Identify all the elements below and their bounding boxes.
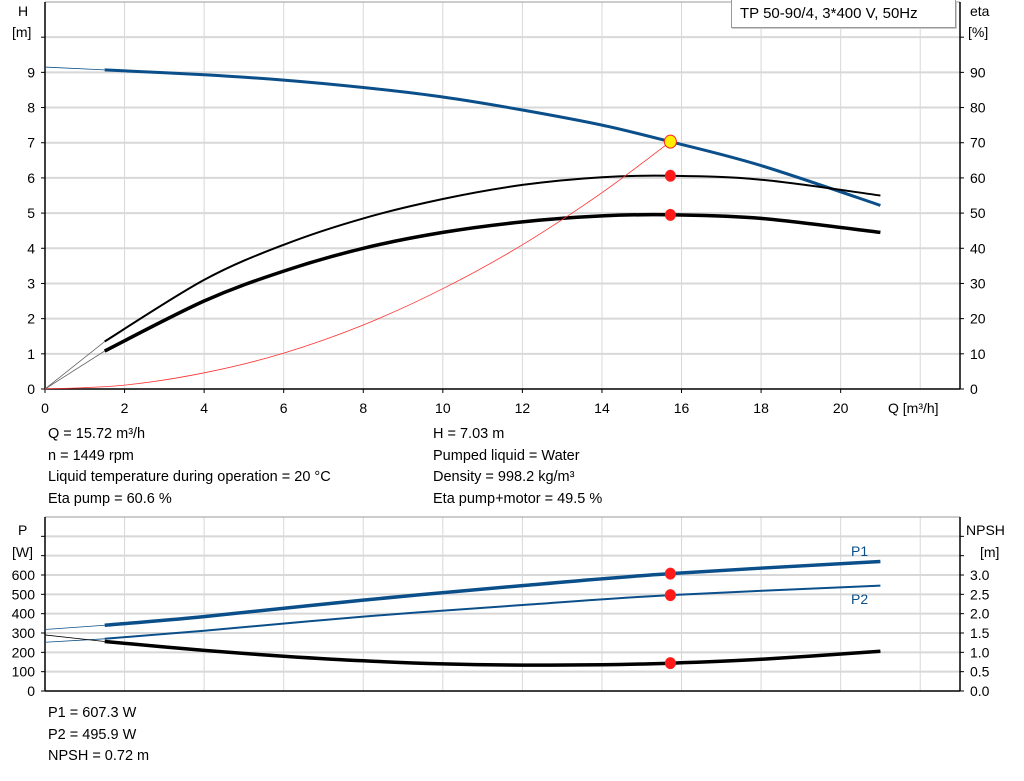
duty-point-p1: [664, 567, 676, 580]
info-density: Density = 998.2 kg/m³: [433, 469, 575, 485]
duty-point-npsh: [664, 657, 676, 670]
x-tick-label: 6: [280, 400, 288, 416]
y-tick-label-left: 2: [27, 311, 35, 327]
x-tick-label: 18: [753, 400, 769, 416]
x-tick-label: 16: [674, 400, 690, 416]
y-axis-label-left: H: [18, 3, 28, 19]
y-tick-label-right: 3.0: [970, 567, 990, 583]
y-tick-label-right: 90: [970, 64, 986, 80]
curve-p2: [104, 584, 881, 640]
pump-title-box: TP 50-90/4, 3*400 V, 50Hz: [731, 0, 956, 28]
y-tick-label-right: 1.5: [970, 625, 990, 641]
y-tick-label-left: 6: [27, 170, 35, 186]
legend-label-p2: P2: [851, 591, 868, 607]
y-tick-label-right: 2.0: [970, 606, 990, 622]
x-tick-label: 14: [594, 400, 610, 416]
x-tick-label: 20: [833, 400, 849, 416]
curve-extension-eta_pump_motor: [44, 350, 105, 390]
y-tick-label-left: 400: [12, 606, 36, 622]
y-tick-label-left: 0: [27, 683, 35, 699]
y-tick-label-left: 9: [27, 64, 35, 80]
info-top-left: Q = 15.72 m³/h n = 1449 rpm Liquid tempe…: [48, 424, 331, 510]
curve-npsh: [104, 639, 881, 667]
y-tick-label-right: 10: [970, 346, 986, 362]
curve-system-curve: [44, 141, 671, 390]
y-axis-label-left: P: [18, 522, 27, 538]
x-tick-label: 10: [435, 400, 451, 416]
x-tick-label: 0: [41, 400, 49, 416]
y-tick-label-right: 40: [970, 240, 986, 256]
y-tick-label-left: 8: [27, 100, 35, 116]
x-axis-label: Q [m³/h]: [888, 400, 939, 416]
info-top-right: H = 7.03 m Pumped liquid = Water Density…: [433, 424, 602, 510]
y-axis-unit-left: [m]: [12, 24, 31, 40]
y-tick-label-left: 500: [12, 586, 36, 602]
curve-H: [104, 68, 881, 207]
y-tick-label-left: 1: [27, 346, 35, 362]
curve-extension: [44, 638, 105, 643]
y-tick-label-right: 30: [970, 275, 986, 291]
curve-eta-pump: [104, 174, 881, 343]
curve-extension: [44, 634, 105, 642]
duty-point-eta-pump-motor: [664, 208, 676, 221]
x-tick-label: 2: [121, 400, 129, 416]
duty-point-p2: [664, 589, 676, 602]
y-tick-label-right: 80: [970, 100, 986, 116]
y-axis-label-right: NPSH: [966, 522, 1005, 538]
y-tick-label-left: 300: [12, 625, 36, 641]
curve-extension: [44, 624, 105, 630]
y-tick-label-left: 3: [27, 275, 35, 291]
y-tick-label-right: 50: [970, 205, 986, 221]
duty-point-eta-pump: [664, 169, 676, 182]
legend-label-p1: P1: [851, 543, 868, 559]
x-tick-label: 8: [359, 400, 367, 416]
info-eta-pump: Eta pump = 60.6 %: [48, 490, 172, 507]
info-p1: P1 = 607.3 W: [48, 705, 137, 721]
y-tick-label-left: 600: [12, 567, 36, 583]
y-tick-label-right: 60: [970, 170, 986, 186]
info-q: Q = 15.72 m³/h: [48, 426, 146, 442]
curve-eta-pump-motor: [103, 212, 881, 353]
curve-extension-eta_pump: [44, 341, 105, 390]
y-tick-label-right: 0: [970, 381, 978, 397]
y-tick-label-left: 4: [27, 240, 35, 256]
curve-p1: [104, 559, 881, 628]
y-tick-label-right: 0.0: [970, 683, 990, 699]
y-tick-label-right: 20: [970, 311, 986, 327]
y-tick-label-left: 7: [27, 135, 35, 151]
y-tick-label-left: 5: [27, 205, 35, 221]
info-h: H = 7.03 m: [433, 426, 505, 442]
y-tick-label-left: 0: [27, 381, 35, 397]
y-tick-label-left: 200: [12, 644, 36, 660]
info-liquid-temp: Liquid temperature during operation = 20…: [48, 469, 331, 485]
y-axis-unit-right: [m]: [980, 544, 999, 560]
info-bottom: P1 = 607.3 W P2 = 495.9 W NPSH = 0.72 m: [48, 703, 149, 768]
y-tick-label-right: 70: [970, 135, 986, 151]
y-axis-unit-right: [%]: [968, 24, 988, 40]
y-axis-label-right: eta: [970, 3, 990, 19]
y-axis-unit-left: [W]: [12, 544, 33, 560]
info-npsh: NPSH = 0.72 m: [48, 748, 150, 764]
curve-extension-H: [44, 66, 105, 71]
y-tick-label-right: 0.5: [970, 664, 990, 680]
y-tick-label-right: 1.0: [970, 644, 990, 660]
x-tick-label: 12: [515, 400, 531, 416]
x-tick-label: 4: [200, 400, 208, 416]
info-eta-pump-motor: Eta pump+motor = 49.5 %: [433, 490, 603, 507]
info-liquid: Pumped liquid = Water: [433, 447, 580, 464]
info-p2: P2 = 495.9 W: [48, 726, 137, 743]
info-speed: n = 1449 rpm: [48, 447, 134, 464]
y-tick-label-left: 100: [12, 664, 36, 680]
y-tick-label-right: 2.5: [970, 586, 990, 602]
duty-point-head: [663, 134, 677, 149]
